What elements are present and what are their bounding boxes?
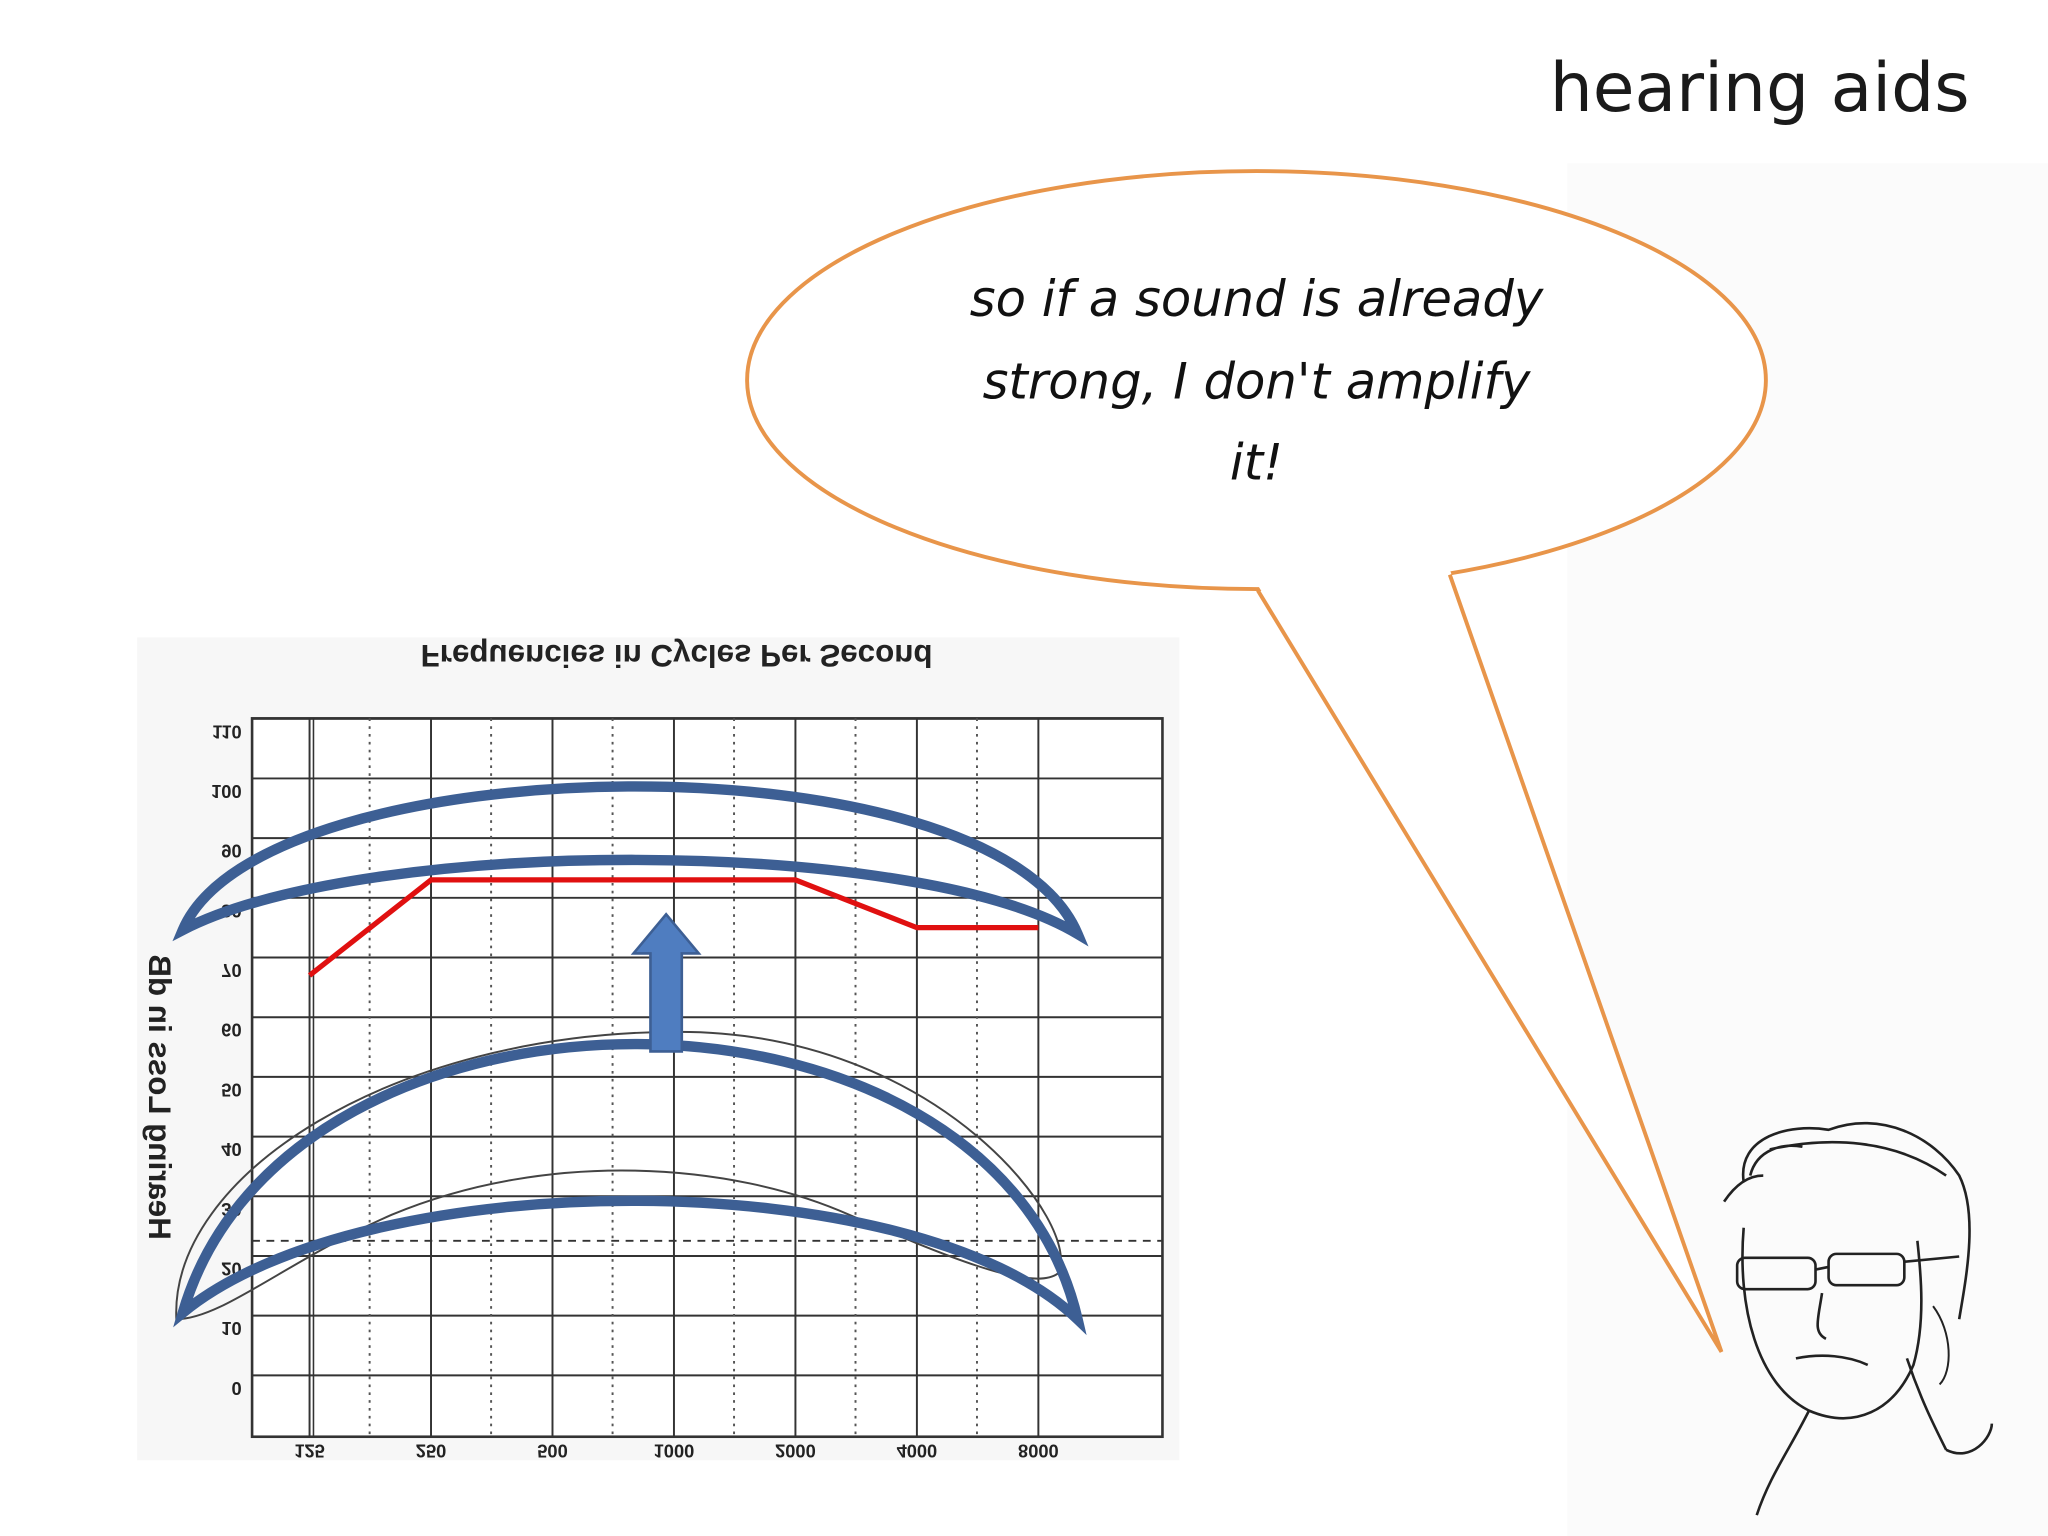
x-tick-label: 1000: [654, 1441, 695, 1462]
y-axis-label: Hearing Loss in dB: [142, 954, 177, 1239]
bubble-text: so if a sound is already: [970, 270, 1544, 328]
slide-title: hearing aids: [1550, 49, 1970, 128]
up-arrow: [630, 912, 702, 1053]
bubble-text: strong, I don't amplify: [983, 352, 1531, 410]
bubble-tail-fill: [1257, 569, 1722, 1352]
y-tick-label: 60: [221, 1020, 241, 1041]
y-tick-label: 40: [221, 1139, 241, 1160]
person-sketch: [1722, 1121, 1994, 1516]
red-line: [307, 877, 1039, 978]
y-tick-label: 90: [221, 841, 241, 862]
x-tick-label: 125: [294, 1441, 324, 1462]
y-tick-label: 50: [221, 1079, 241, 1100]
audiogram-title: Frequencies in Cycles Per Second: [421, 638, 933, 673]
bubble-text: it!: [1230, 433, 1283, 491]
x-tick-label: 2000: [775, 1441, 816, 1462]
x-tick-label: 250: [416, 1441, 446, 1462]
x-tick-label: 4000: [897, 1441, 938, 1462]
x-tick-label: 8000: [1018, 1441, 1059, 1462]
speech-bubble: [745, 169, 1768, 592]
speech-banana: [175, 1030, 1062, 1321]
x-tick-label: 500: [537, 1441, 567, 1462]
y-tick-label: 0: [231, 1378, 241, 1399]
y-tick-label: 70: [221, 960, 241, 981]
highlight-arc: [173, 1038, 1087, 1336]
bubble-tail: [1256, 574, 1724, 1353]
y-tick-label: 110: [212, 721, 241, 742]
y-tick-label: 100: [211, 781, 241, 802]
y-tick-label: 10: [221, 1318, 241, 1339]
highlight-arc: [172, 781, 1089, 947]
